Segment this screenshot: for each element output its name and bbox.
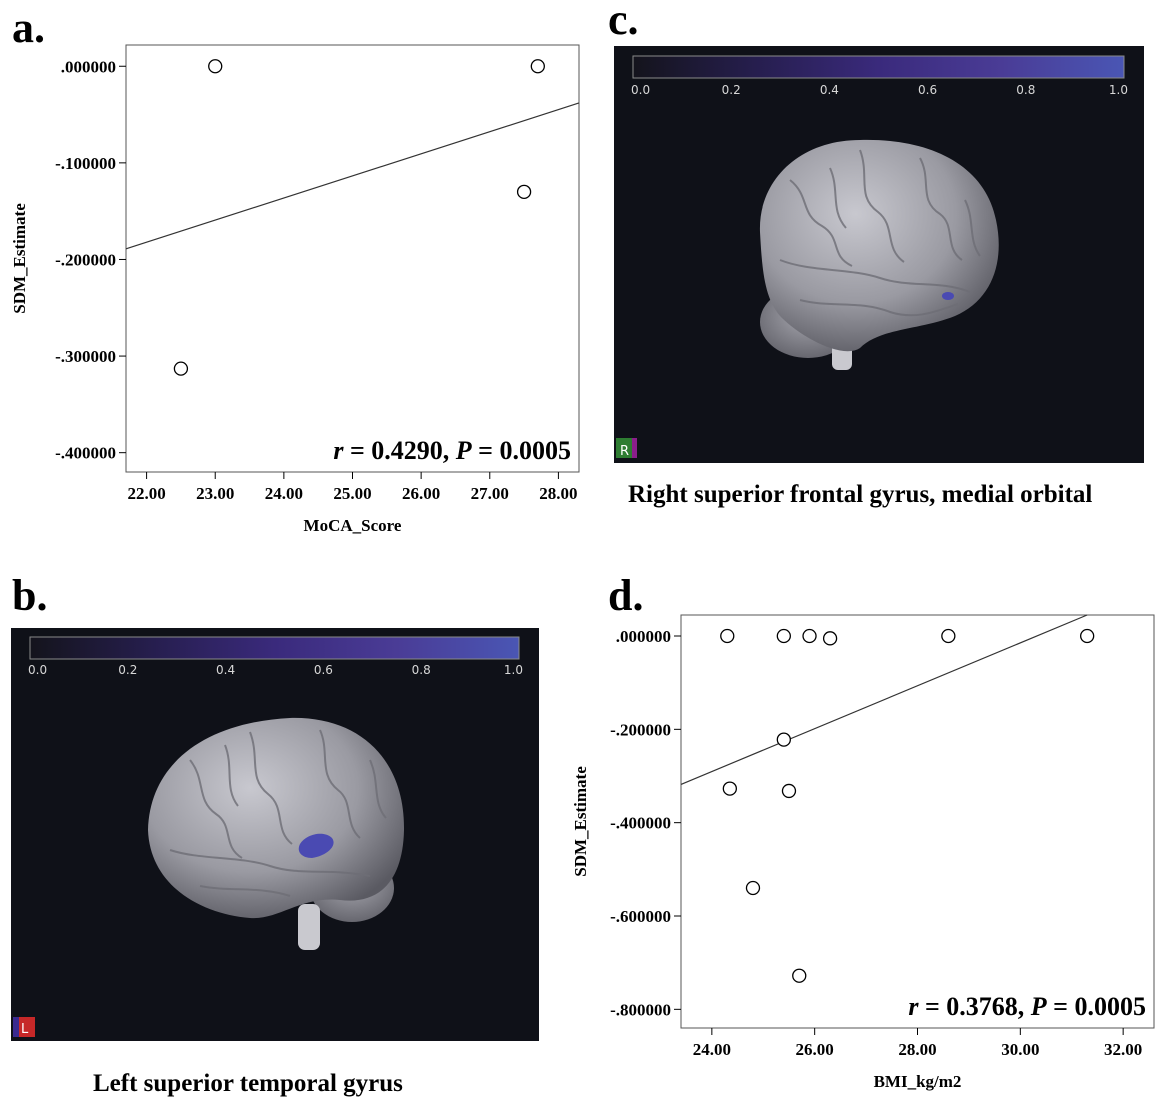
y-tick-label: -.800000 xyxy=(610,1000,671,1019)
orientation-cube-c xyxy=(616,438,636,458)
y-axis-title: SDM_Estimate xyxy=(10,203,29,314)
panel-letter-c: c. xyxy=(608,0,639,44)
brain-c-highlight xyxy=(942,292,954,300)
y-tick-label: .000000 xyxy=(616,627,671,646)
colorbar-tick-label: 0.0 xyxy=(28,663,47,677)
x-tick-label: 24.00 xyxy=(693,1040,731,1059)
plot-area-frame xyxy=(680,614,1155,1029)
brain-c-cortex xyxy=(759,139,999,352)
data-point xyxy=(822,631,838,646)
colorbar-tick-label: 0.4 xyxy=(216,663,235,677)
plot-area-frame xyxy=(125,44,580,473)
panel-letter-a: a. xyxy=(12,3,45,52)
data-point xyxy=(781,783,797,799)
data-point xyxy=(720,628,735,644)
colorbar-tick-label: 0.6 xyxy=(314,663,333,677)
x-tick-label: 23.00 xyxy=(196,484,234,503)
x-tick-label: 25.00 xyxy=(333,484,371,503)
y-tick-label: .000000 xyxy=(61,57,116,76)
brain-render-b: 0.0 0.2 0.4 0.6 0.8 1.0 L xyxy=(11,628,539,1041)
colorbar-tick-label: 1.0 xyxy=(504,663,523,677)
data-point xyxy=(776,732,791,747)
data-point xyxy=(792,968,807,983)
brain-b-highlight xyxy=(298,833,334,858)
colorbar-tick-label: 0.6 xyxy=(918,83,937,97)
x-tick-label: 32.00 xyxy=(1104,1040,1142,1059)
colorbar-b xyxy=(29,636,520,660)
y-tick-label: -.300000 xyxy=(55,347,116,366)
data-point xyxy=(941,628,956,644)
orientation-label-b: L xyxy=(21,1022,29,1037)
data-point xyxy=(722,781,737,796)
colorbar-tick-label: 0.8 xyxy=(412,663,431,677)
x-tick-label: 26.00 xyxy=(796,1040,834,1059)
x-tick-label: 30.00 xyxy=(1001,1040,1039,1059)
colorbar-tick-label: 1.0 xyxy=(1109,83,1128,97)
colorbar-tick-label: 0.2 xyxy=(722,83,741,97)
panel-letter-b: b. xyxy=(12,571,48,620)
x-axis-title: BMI_kg/m2 xyxy=(874,1072,962,1091)
brain-render-c: 0.0 0.2 0.4 0.6 0.8 1.0 R xyxy=(614,46,1144,463)
x-tick-label: 28.00 xyxy=(539,484,577,503)
y-tick-label: -.200000 xyxy=(610,720,671,739)
caption-c: Right superior frontal gyrus, medial orb… xyxy=(628,481,1093,508)
x-tick-label: 24.00 xyxy=(265,484,303,503)
correlation-annotation: r = 0.4290, P = 0.0005 xyxy=(333,436,571,465)
y-tick-label: -.400000 xyxy=(610,814,671,833)
correlation-annotation: r = 0.3768, P = 0.0005 xyxy=(908,992,1146,1021)
regression-line xyxy=(680,614,1088,785)
data-point xyxy=(208,59,223,74)
panel-letter-d: d. xyxy=(608,571,644,620)
data-point xyxy=(745,880,761,896)
x-tick-label: 28.00 xyxy=(898,1040,936,1059)
colorbar-tick-label: 0.4 xyxy=(820,83,839,97)
data-point xyxy=(173,361,189,376)
y-tick-label: -.100000 xyxy=(55,154,116,173)
orientation-label-c: R xyxy=(620,444,629,459)
colorbar-tick-label: 0.2 xyxy=(118,663,137,677)
brain-b-brainstem xyxy=(298,904,320,950)
x-tick-label: 22.00 xyxy=(127,484,165,503)
y-tick-label: -.400000 xyxy=(55,444,116,463)
chart-d-scatter: .000000 -.200000 -.400000 -.600000 -.800000 2… xyxy=(571,614,1155,1091)
data-point xyxy=(776,628,791,644)
colorbar-tick-label: 0.8 xyxy=(1016,83,1035,97)
caption-b: Left superior temporal gyrus xyxy=(93,1070,403,1097)
y-tick-label: -.200000 xyxy=(55,250,116,269)
regression-line xyxy=(125,102,580,250)
colorbar-tick-label: 0.0 xyxy=(631,83,650,97)
chart-a-scatter: .000000 -.100000 -.200000 -.300000 -.400000 2… xyxy=(10,44,580,535)
x-tick-label: 27.00 xyxy=(471,484,509,503)
x-axis-title: MoCA_Score xyxy=(304,516,402,535)
data-point xyxy=(1080,628,1095,644)
y-tick-label: -.600000 xyxy=(610,907,671,926)
x-tick-label: 26.00 xyxy=(402,484,440,503)
data-point xyxy=(516,184,532,199)
data-point xyxy=(802,628,817,644)
y-axis-title: SDM_Estimate xyxy=(571,766,590,877)
colorbar-c xyxy=(632,55,1125,79)
data-point xyxy=(530,59,545,74)
brain-b-cortex xyxy=(148,717,405,919)
